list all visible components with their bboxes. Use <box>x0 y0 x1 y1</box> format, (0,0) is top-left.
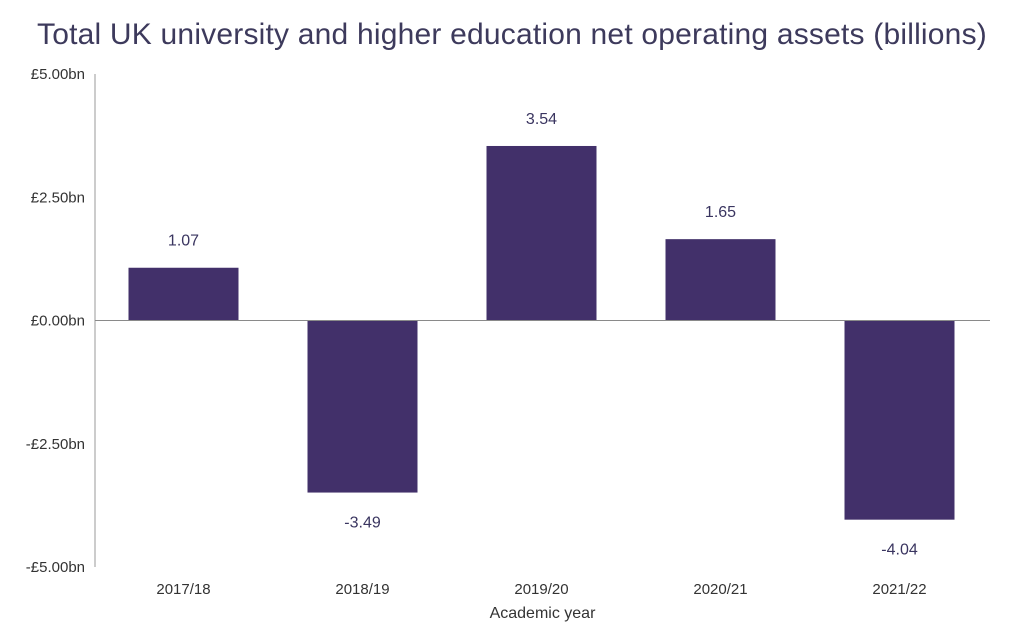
bar-2018-19 <box>307 320 418 493</box>
x-axis-title: Academic year <box>490 605 596 622</box>
bar-2020-21 <box>665 239 776 321</box>
x-tick-label: 2018/19 <box>335 581 389 598</box>
y-tick-label: -£2.50bn <box>26 436 85 453</box>
chart-title: Total UK university and higher education… <box>37 18 987 51</box>
data-label: 3.54 <box>526 111 557 128</box>
data-label: -4.04 <box>881 542 918 559</box>
y-tick-label: £2.50bn <box>31 189 85 206</box>
x-tick-label: 2017/18 <box>156 581 210 598</box>
bars <box>128 145 955 520</box>
data-labels: 1.07 -3.49 3.54 1.65 -4.04 <box>168 111 918 559</box>
bar-2017-18 <box>128 267 239 321</box>
data-label: 1.65 <box>705 204 736 221</box>
data-label: 1.07 <box>168 233 199 250</box>
y-axis-ticks: £5.00bn £2.50bn £0.00bn -£2.50bn -£5.00bn <box>26 66 85 576</box>
x-tick-label: 2020/21 <box>693 581 747 598</box>
y-tick-label: £0.00bn <box>31 313 85 330</box>
x-tick-label: 2021/22 <box>872 581 926 598</box>
x-tick-label: 2019/20 <box>514 581 568 598</box>
data-label: -3.49 <box>344 515 381 532</box>
bar-2021-22 <box>844 320 955 520</box>
y-tick-label: £5.00bn <box>31 66 85 83</box>
y-tick-label: -£5.00bn <box>26 559 85 576</box>
bar-2019-20 <box>486 145 597 321</box>
x-axis-ticks: 2017/18 2018/19 2019/20 2020/21 2021/22 <box>156 581 926 598</box>
